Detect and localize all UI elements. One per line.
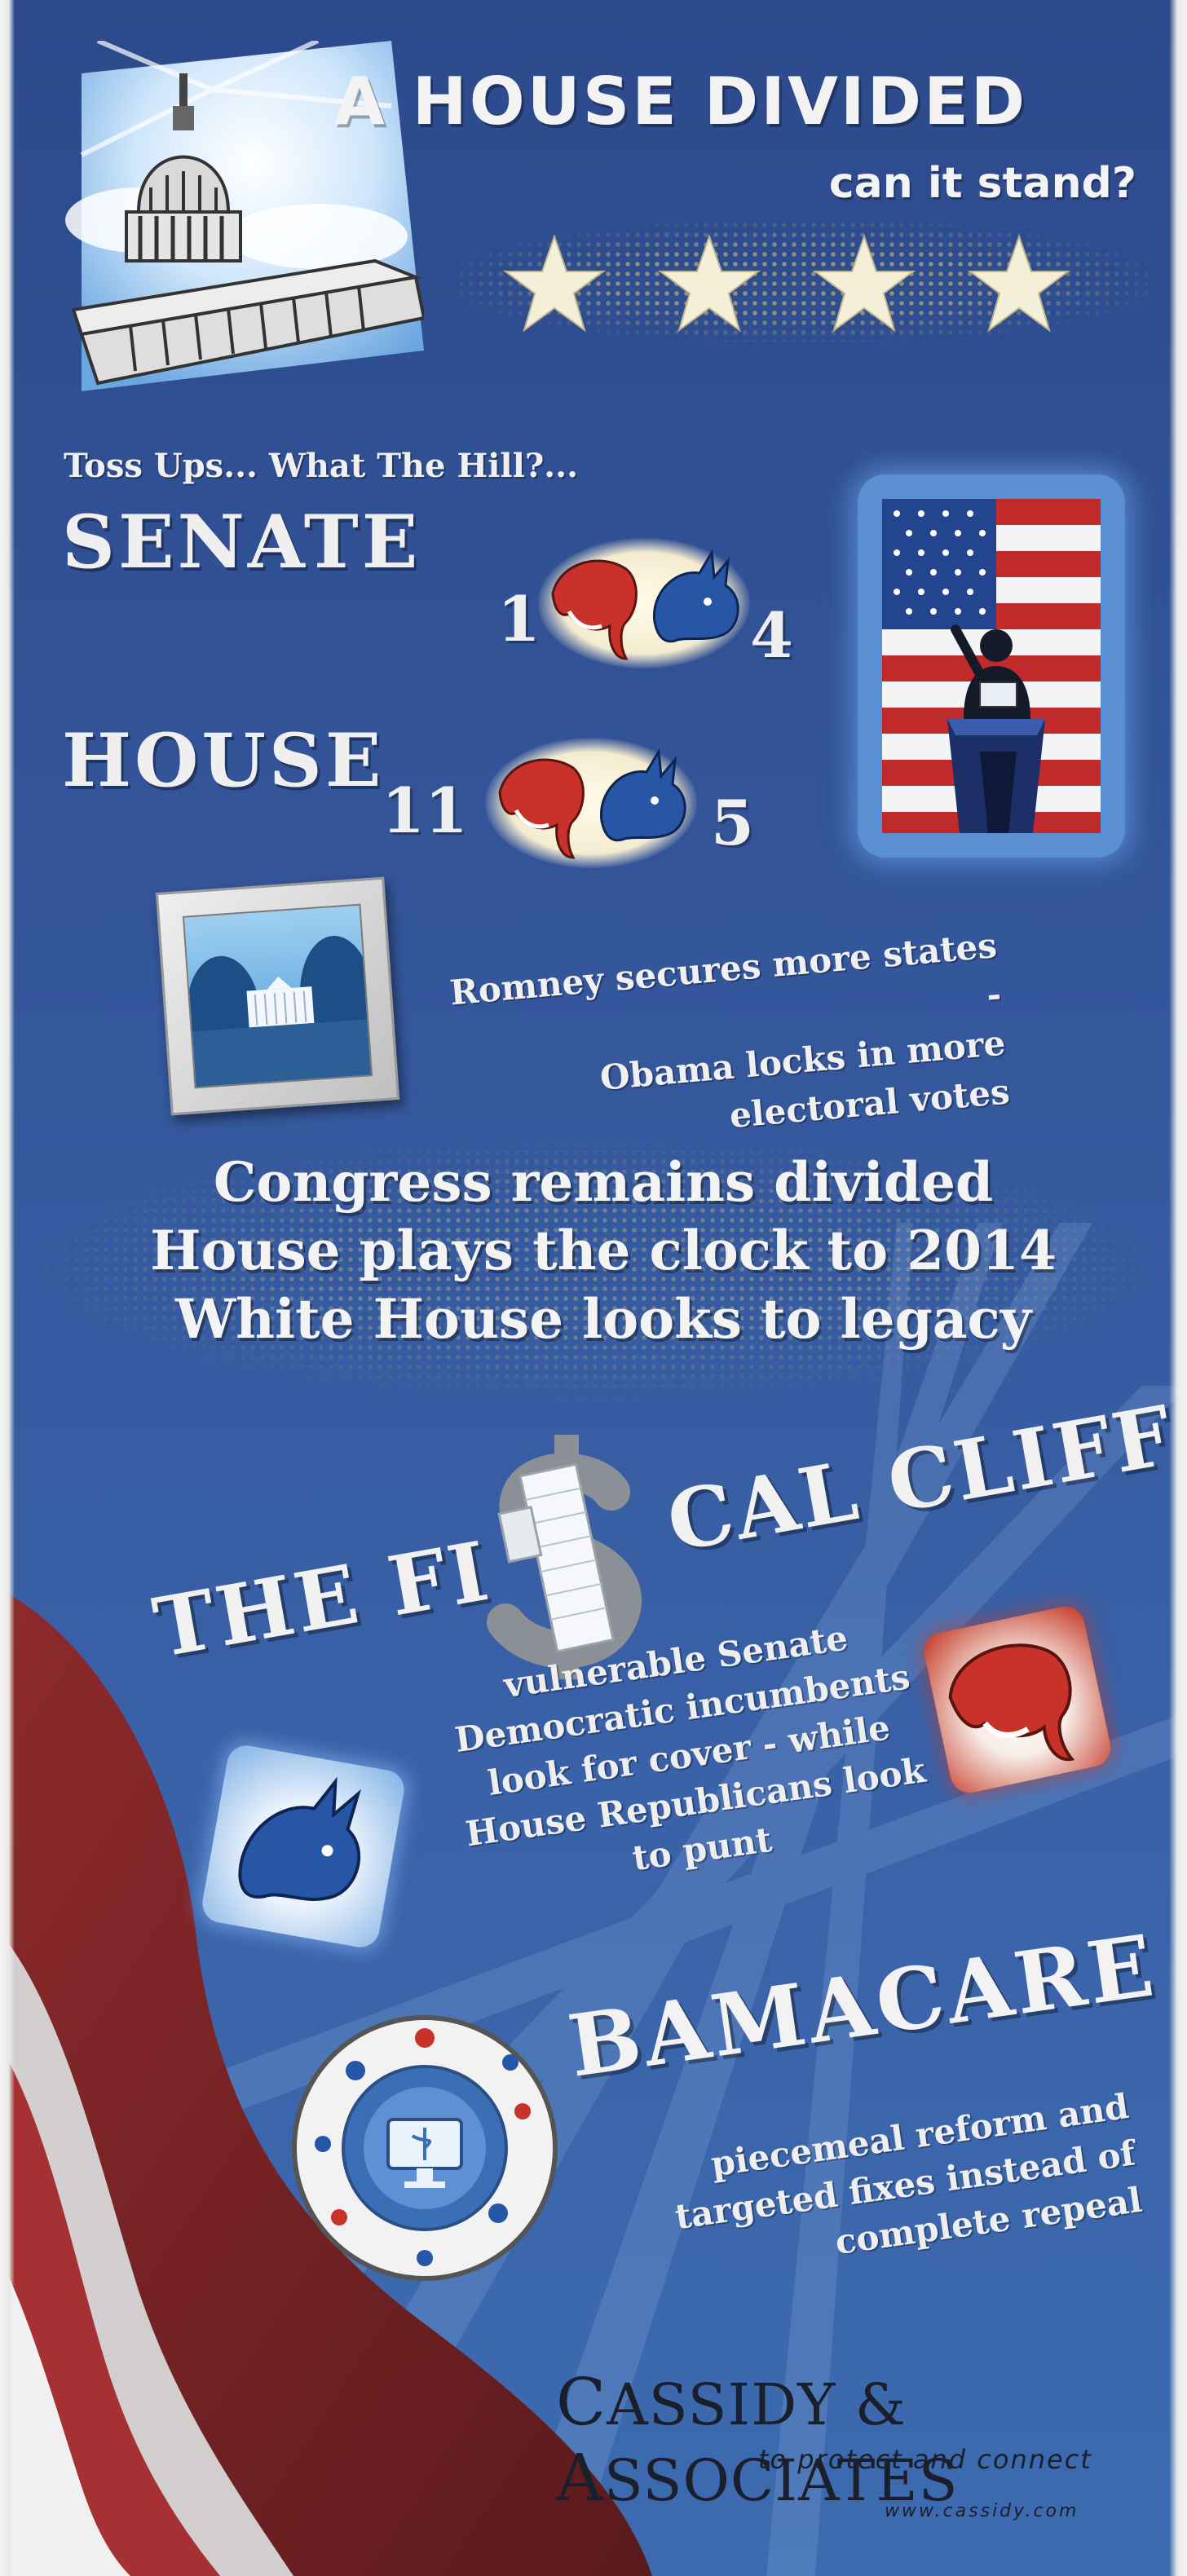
elephant-icon <box>920 1603 1114 1797</box>
house-mascots <box>498 748 686 859</box>
logo-ampersand: & <box>854 2371 907 2438</box>
tossups-heading: Toss Ups... What The Hill?... <box>64 447 579 485</box>
elephant-icon <box>498 758 585 859</box>
flag-podium-icon <box>858 474 1125 858</box>
torn-edge-left <box>0 0 15 2576</box>
senate-mascots <box>551 549 739 660</box>
page-subtitle: can it stand? <box>828 159 1136 208</box>
page-title: A HOUSE DIVIDED <box>334 64 1028 139</box>
healthcare-wheel-icon <box>292 2015 558 2281</box>
outlook-line-2: House plays the clock to 2014 <box>150 1219 1057 1282</box>
stars-row <box>503 233 1070 333</box>
congress-dot-band <box>33 1137 1158 1398</box>
star-icon <box>813 233 916 333</box>
white-house-frame-icon <box>155 876 400 1116</box>
logo-letter-c: C <box>556 2364 607 2440</box>
dollar-sign-icon <box>487 1435 642 1679</box>
star-icon <box>503 233 606 333</box>
capitol-icon <box>65 41 424 391</box>
senate-label: SENATE <box>62 499 421 585</box>
house-republican-count: 11 <box>382 774 468 847</box>
senate-republican-count: 1 <box>497 583 541 655</box>
torn-edge-right <box>1169 0 1187 2576</box>
logo-word-2: SSOCIATES <box>603 2447 959 2514</box>
outlook-line-1: Congress remains divided <box>213 1150 994 1214</box>
election-summary: Romney secures more states - Obama locks… <box>443 921 1012 1164</box>
donkey-icon <box>599 748 686 842</box>
outlook-line-3: White House looks to legacy <box>174 1287 1032 1351</box>
outlook-block: Congress remains divided House plays the… <box>73 1148 1133 1353</box>
logo-letter-a: A <box>556 2440 604 2516</box>
senate-democrat-count: 4 <box>750 599 793 672</box>
star-icon <box>968 233 1070 333</box>
elephant-icon <box>551 559 638 660</box>
company-tagline: to protect and connect <box>758 2444 1092 2475</box>
flag-wave-decoration <box>0 1590 652 2576</box>
company-url[interactable]: www.cassidy.com <box>885 2501 1079 2521</box>
star-icon <box>658 233 761 333</box>
company-logo: CASSIDY & ASSOCIATES <box>556 2364 1187 2516</box>
logo-word-1: ASSIDY <box>607 2371 855 2438</box>
house-label: HOUSE <box>62 717 385 804</box>
donkey-icon <box>199 1742 408 1951</box>
house-democrat-count: 5 <box>711 787 754 859</box>
donkey-icon <box>652 549 739 643</box>
